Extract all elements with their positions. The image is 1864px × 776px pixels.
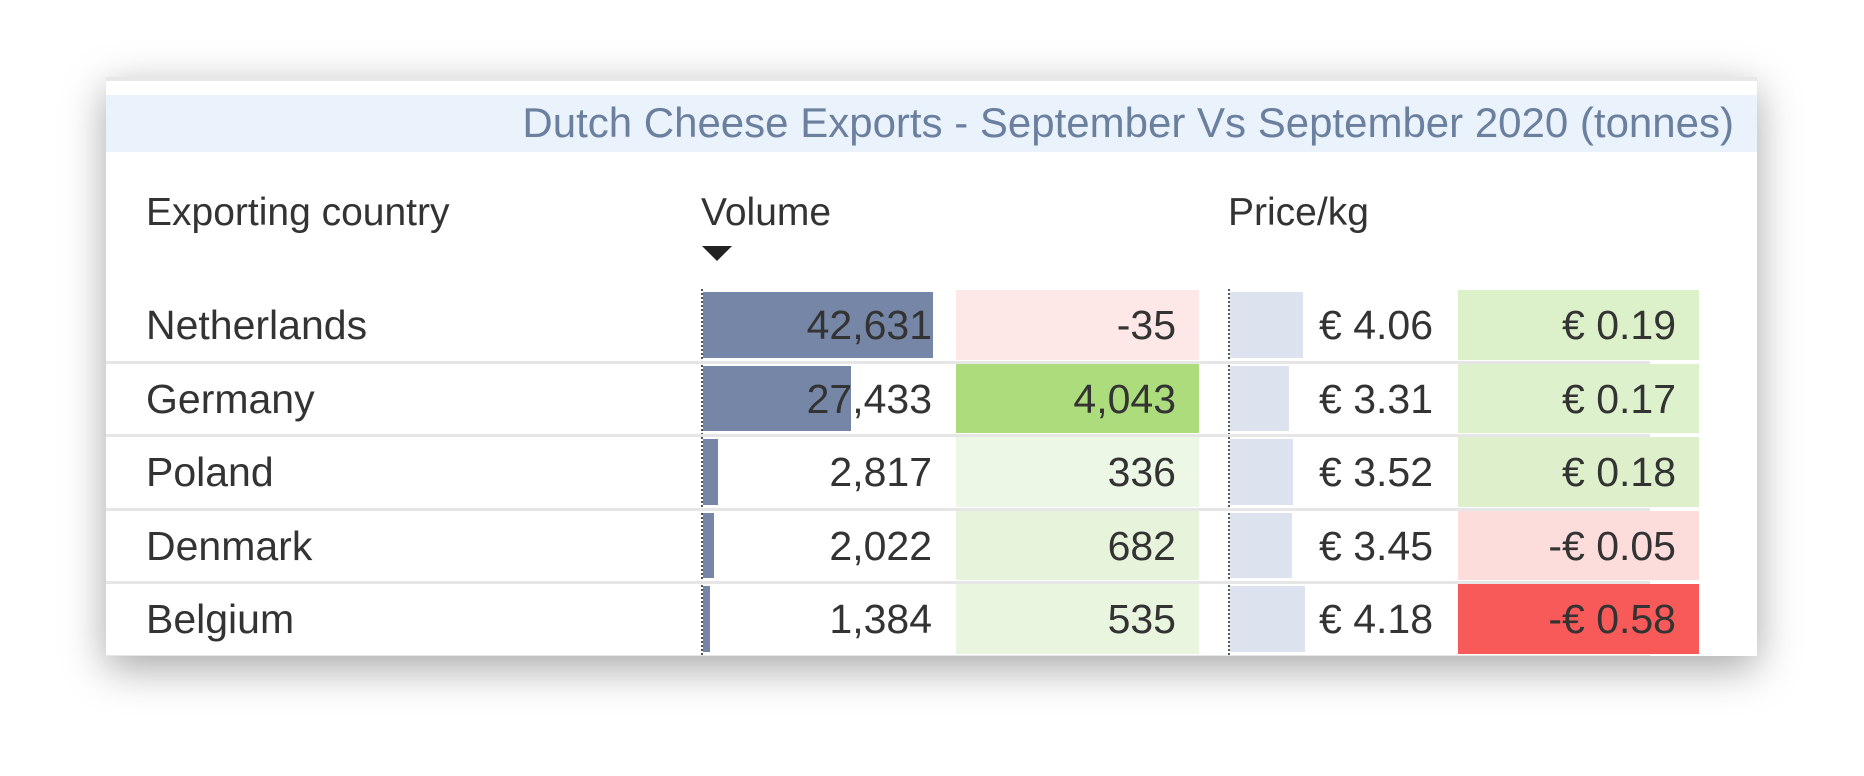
- volume-change: 4,043: [1073, 375, 1176, 422]
- price-bar: [1230, 365, 1290, 431]
- price-change-cell: [1458, 363, 1699, 433]
- country: Netherlands: [146, 302, 368, 348]
- country: Germany: [146, 375, 315, 422]
- price: € 3.31: [1319, 375, 1433, 422]
- country: Belgium: [146, 596, 295, 642]
- volume-bar: [703, 292, 933, 358]
- volume-change: 535: [1107, 596, 1176, 642]
- volume-change: -35: [1116, 302, 1176, 348]
- volume-change-cell: [956, 290, 1199, 360]
- price-change-cell: [1458, 584, 1699, 654]
- volume-change-cell: [956, 584, 1199, 654]
- price-change: € 0.18: [1562, 449, 1676, 495]
- column-header[interactable]: Volume: [701, 191, 832, 234]
- volume: 2,022: [829, 522, 932, 569]
- price-change-cell: [1458, 437, 1699, 507]
- volume-change-cell: [956, 437, 1199, 507]
- table-visual: Dutch Cheese Exports - September Vs Sept…: [106, 77, 1757, 656]
- price-change: € 0.17: [1562, 375, 1676, 422]
- volume-bar: [703, 365, 851, 431]
- row-divider: [106, 507, 1650, 511]
- volume: 42,631: [806, 302, 932, 348]
- price-bar: [1230, 512, 1292, 578]
- price-change: -€ 0.58: [1548, 596, 1676, 642]
- title-band: Dutch Cheese Exports - September Vs Sept…: [106, 95, 1757, 152]
- row-divider: [106, 581, 1650, 584]
- price: € 4.06: [1319, 302, 1433, 348]
- price: € 3.52: [1319, 449, 1433, 495]
- sort-arrow[interactable]: [700, 244, 734, 264]
- price-bar: [1230, 292, 1303, 358]
- sort-icon: [702, 246, 732, 261]
- volume-change-cell: [956, 363, 1199, 433]
- price-bar: [1230, 439, 1294, 505]
- price-change: -€ 0.05: [1548, 522, 1676, 569]
- volume-change: 682: [1107, 522, 1176, 569]
- column-header[interactable]: Price/kg: [1228, 191, 1369, 234]
- volume-bar: [703, 586, 711, 652]
- row-divider: [106, 434, 1650, 437]
- row-divider: [106, 654, 1650, 656]
- title: Dutch Cheese Exports - September Vs Sept…: [522, 99, 1734, 146]
- column-header[interactable]: Exporting country: [146, 191, 450, 234]
- price: € 3.45: [1319, 522, 1433, 569]
- volume: 1,384: [829, 596, 932, 642]
- price: € 4.18: [1319, 596, 1433, 642]
- volume-bar: [703, 512, 714, 578]
- bar-axis: [701, 289, 703, 656]
- price-change: € 0.19: [1562, 302, 1676, 348]
- row-divider: [106, 360, 1650, 364]
- country: Denmark: [146, 522, 313, 569]
- volume: 2,817: [829, 449, 932, 495]
- volume-bar: [703, 439, 719, 505]
- volume-change-cell: [956, 510, 1199, 580]
- bar-axis: [1228, 289, 1230, 656]
- volume: 27,433: [806, 375, 932, 422]
- price-bar: [1230, 586, 1305, 652]
- country: Poland: [146, 449, 274, 495]
- price-change-cell: [1458, 290, 1699, 360]
- volume-change: 336: [1107, 449, 1176, 495]
- price-change-cell: [1458, 510, 1699, 580]
